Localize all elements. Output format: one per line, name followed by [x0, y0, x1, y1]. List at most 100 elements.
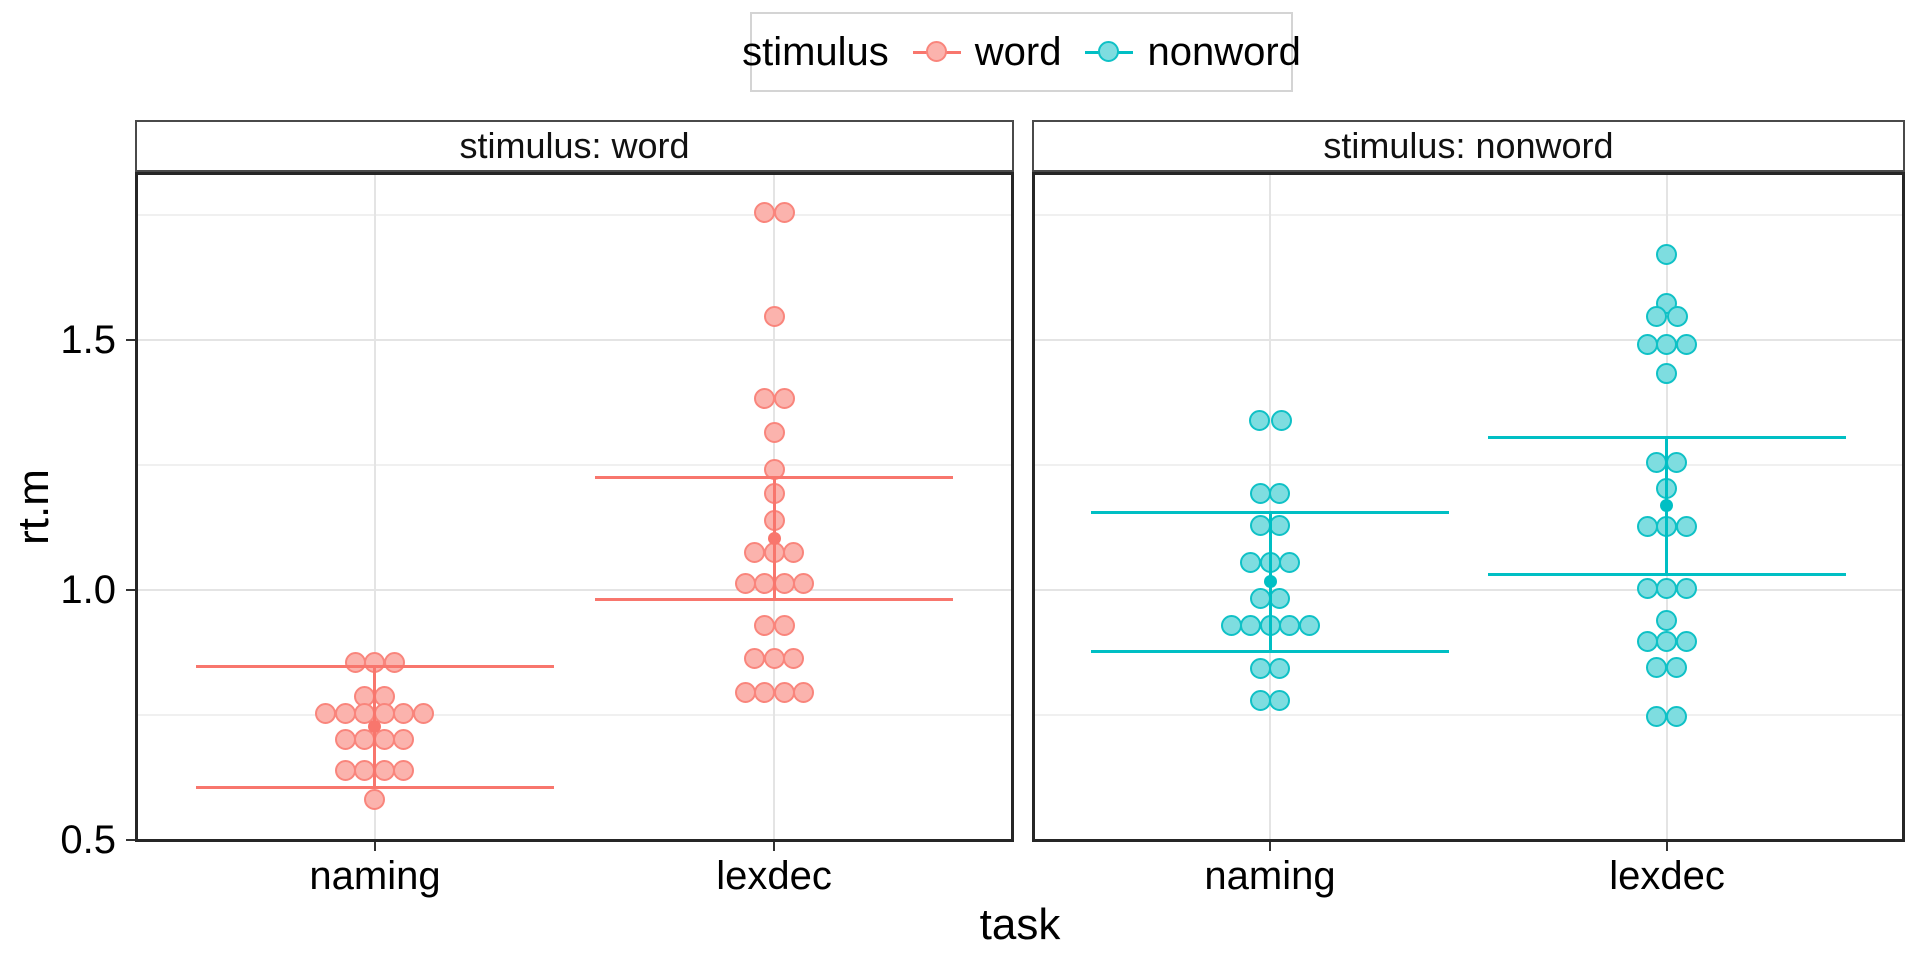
- data-point: [1656, 362, 1678, 384]
- gridline-major-x: [373, 175, 376, 839]
- x-axis-tick: [1665, 842, 1668, 851]
- data-point: [1269, 514, 1291, 536]
- data-point: [1298, 614, 1320, 636]
- gridline-major-y: [138, 589, 1011, 591]
- gridline-major-y: [138, 339, 1011, 341]
- gridline-major-y: [1035, 839, 1902, 841]
- gridline-minor-y: [1035, 714, 1902, 716]
- data-point: [393, 759, 415, 781]
- data-point: [1675, 577, 1697, 599]
- gridline-minor-y: [138, 464, 1011, 466]
- data-point: [773, 681, 795, 703]
- data-point: [773, 202, 795, 223]
- data-point: [793, 681, 815, 703]
- legend-item-nonword: nonword: [1085, 29, 1301, 75]
- errorbar-upper: [1487, 435, 1846, 439]
- data-point: [383, 652, 405, 673]
- legend-item-word: word: [912, 29, 1062, 75]
- data-point: [1249, 482, 1271, 504]
- data-point: [1675, 630, 1697, 652]
- mean-point: [1660, 499, 1674, 512]
- mean-point: [767, 531, 781, 545]
- data-point: [754, 202, 776, 223]
- x-axis-tick: [373, 842, 376, 851]
- data-point: [1646, 451, 1668, 473]
- legend-label-word: word: [974, 29, 1062, 74]
- data-point: [1666, 305, 1688, 327]
- y-axis-title: rt.m: [9, 469, 58, 545]
- data-point: [1675, 515, 1697, 537]
- data-point: [1269, 482, 1291, 504]
- data-point: [1249, 657, 1271, 679]
- gridline-minor-y: [1035, 214, 1902, 216]
- x-tick-label-nonword-lexdec: lexdec: [1609, 854, 1725, 898]
- data-point: [334, 759, 356, 781]
- data-point: [1675, 333, 1697, 355]
- data-point: [344, 652, 366, 673]
- y-tick-label-0-5: 0.5: [60, 818, 116, 862]
- data-point: [1248, 409, 1270, 431]
- data-point: [783, 647, 805, 669]
- data-point: [1646, 305, 1668, 327]
- data-point: [1636, 577, 1658, 599]
- data-point: [1279, 551, 1301, 573]
- data-point: [773, 572, 795, 594]
- x-tick-label-word-lexdec: lexdec: [716, 854, 832, 898]
- legend-label-nonword: nonword: [1147, 29, 1301, 74]
- y-axis-tick: [126, 589, 135, 591]
- data-point: [763, 421, 785, 443]
- data-point: [1666, 451, 1688, 473]
- data-point: [1240, 614, 1262, 636]
- data-point: [763, 305, 785, 327]
- data-point: [773, 614, 795, 636]
- y-tick-label-1-0: 1.0: [60, 568, 116, 612]
- data-point: [1636, 515, 1658, 537]
- data-point: [1269, 689, 1291, 711]
- data-point: [1269, 587, 1291, 609]
- facet-strip-word: stimulus: word: [135, 120, 1014, 172]
- data-point: [315, 702, 337, 724]
- data-point: [373, 759, 395, 781]
- data-point: [793, 572, 815, 594]
- data-point: [393, 702, 415, 724]
- facet-strip-word-label: stimulus: word: [459, 125, 690, 166]
- data-point: [393, 728, 415, 750]
- data-point: [1636, 333, 1658, 355]
- data-point: [1656, 577, 1678, 599]
- y-axis-tick: [126, 339, 135, 341]
- errorbar-lower: [1091, 649, 1450, 653]
- data-point: [1270, 409, 1292, 431]
- errorbar-upper: [195, 664, 554, 668]
- data-point: [1636, 630, 1658, 652]
- gridline-major-y: [1035, 589, 1902, 591]
- data-point: [734, 572, 756, 594]
- legend-title: stimulus: [742, 29, 889, 74]
- data-point: [744, 647, 766, 669]
- data-point: [1269, 657, 1291, 679]
- gridline-minor-y: [1035, 464, 1902, 466]
- data-point: [1279, 614, 1301, 636]
- data-point: [763, 647, 785, 669]
- key-dot: [925, 41, 947, 62]
- legend: stimulus word nonword: [742, 12, 1301, 92]
- gridline-major-y: [1035, 339, 1902, 341]
- x-axis-title: task: [979, 900, 1061, 949]
- data-point: [1249, 689, 1271, 711]
- data-point: [1646, 705, 1668, 727]
- data-point: [754, 681, 776, 703]
- facet-strip-nonword: stimulus: nonword: [1032, 120, 1905, 172]
- errorbar-lower: [195, 785, 554, 789]
- data-point: [744, 541, 766, 563]
- pointrange-key-word-icon: [912, 38, 961, 66]
- gridline-major-y: [138, 839, 1011, 841]
- data-point: [1656, 333, 1678, 355]
- errorbar-upper: [595, 475, 954, 479]
- gridline-minor-y: [138, 214, 1011, 216]
- gridline-minor-y: [138, 714, 1011, 716]
- pointrange-key-nonword-icon: [1085, 38, 1134, 66]
- gridline-major-x: [1269, 175, 1272, 839]
- x-axis-tick: [1269, 842, 1272, 851]
- data-point: [734, 681, 756, 703]
- errorbar-lower: [1487, 572, 1846, 576]
